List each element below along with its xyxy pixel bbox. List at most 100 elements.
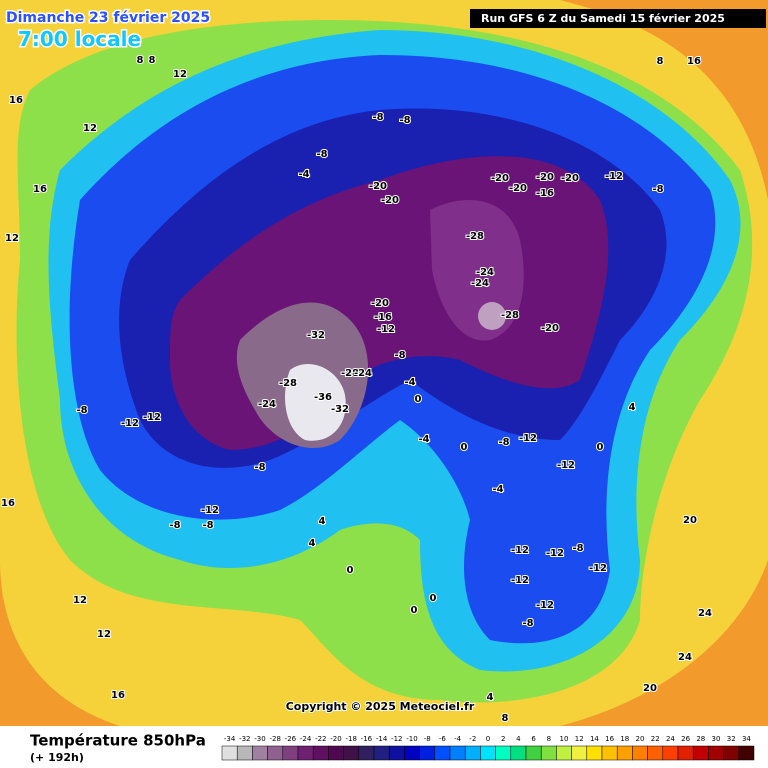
map-label: 8 bbox=[502, 713, 509, 724]
map-label: -4 bbox=[418, 434, 429, 445]
colorbar-swatch bbox=[540, 745, 557, 761]
colorbar-tick-label: -14 bbox=[376, 735, 388, 743]
colorbar-swatch bbox=[267, 745, 284, 761]
map-label: -8 bbox=[76, 405, 87, 416]
map-label: -28 bbox=[279, 378, 297, 389]
map-label: -28 bbox=[466, 231, 484, 242]
colorbar-swatch bbox=[373, 745, 390, 761]
colorbar-swatch bbox=[434, 745, 451, 761]
colorbar-tick-label: 34 bbox=[742, 735, 751, 743]
map-label: 12 bbox=[173, 69, 187, 80]
colorbar-tick-label: 24 bbox=[666, 735, 675, 743]
colorbar-swatch bbox=[601, 745, 618, 761]
colorbar-tick-label: 16 bbox=[605, 735, 614, 743]
colorbar-swatch bbox=[343, 745, 360, 761]
map-label: -8 bbox=[572, 543, 583, 554]
colorbar-tick-label: 30 bbox=[712, 735, 721, 743]
map-label: 16 bbox=[9, 95, 23, 106]
colorbar-tick-label: -34 bbox=[224, 735, 236, 743]
map-label: 16 bbox=[33, 184, 47, 195]
map-label: -12 bbox=[511, 545, 529, 556]
map-label: -8 bbox=[254, 462, 265, 473]
colorbar-tick-label: 12 bbox=[575, 735, 584, 743]
map-label: -16 bbox=[536, 188, 554, 199]
map-label: -8 bbox=[372, 112, 383, 123]
colorbar-tick-label: -4 bbox=[454, 735, 462, 743]
map-label: -8 bbox=[498, 437, 509, 448]
map-label: 16 bbox=[1, 498, 15, 509]
map-label: 12 bbox=[73, 595, 87, 606]
map-label: 8 bbox=[657, 56, 664, 67]
map-label: 24 bbox=[698, 608, 712, 619]
colorbar-swatch bbox=[647, 745, 664, 761]
map-label: 12 bbox=[5, 233, 19, 244]
map-label: 4 bbox=[319, 516, 326, 527]
map-label: -20 bbox=[561, 173, 579, 184]
colorbar-swatch bbox=[312, 745, 329, 761]
colorbar-tick-label: -8 bbox=[424, 735, 431, 743]
colorbar-swatch bbox=[358, 745, 375, 761]
map-label: -12 bbox=[557, 460, 575, 471]
map-label: 8 bbox=[137, 55, 144, 66]
map-label: 0 bbox=[411, 605, 418, 616]
colorbar-tick-label: -12 bbox=[391, 735, 402, 743]
colorbar-swatch bbox=[297, 745, 314, 761]
map-label: -20 bbox=[491, 173, 509, 184]
map-label: 12 bbox=[83, 123, 97, 134]
colorbar-tick-label: -20 bbox=[330, 735, 341, 743]
colorbar-tick-label: 26 bbox=[681, 735, 690, 743]
map-label: -12 bbox=[377, 324, 395, 335]
colorbar-swatch bbox=[692, 745, 709, 761]
colorbar-swatch bbox=[723, 745, 740, 761]
colorbar-tick-label: 10 bbox=[560, 735, 569, 743]
colorbar-tick-label: 22 bbox=[651, 735, 660, 743]
map-label: -4 bbox=[298, 169, 309, 180]
colorbar-swatch bbox=[252, 745, 268, 761]
colorbar-swatch bbox=[480, 745, 496, 761]
map-label: -20 bbox=[369, 181, 387, 192]
map-label: -28 bbox=[501, 310, 519, 321]
map-label: -4 bbox=[492, 484, 503, 495]
colorbar-tick-label: 4 bbox=[516, 735, 521, 743]
colorbar-swatch bbox=[632, 745, 648, 761]
map-label: -12 bbox=[201, 505, 219, 516]
map-label: 0 bbox=[415, 394, 422, 405]
colorbar-swatch bbox=[388, 745, 405, 761]
colorbar-swatch bbox=[556, 745, 572, 761]
colorbar-swatch bbox=[221, 745, 238, 761]
colorbar-tick-label: -22 bbox=[315, 735, 326, 743]
map-label: -8 bbox=[399, 115, 410, 126]
map-labels: -20-20-20-20-20 -20-16-12-8-8 -8-8-4-28-24… bbox=[0, 54, 713, 725]
map-label: -12 bbox=[143, 412, 161, 423]
map bbox=[0, 0, 768, 726]
map-label: -24 bbox=[471, 278, 489, 289]
colorbar-swatch bbox=[571, 745, 588, 761]
map-label: 0 bbox=[430, 593, 437, 604]
footer-subtitle: (+ 192h) bbox=[30, 751, 84, 764]
colorbar-tick-label: -6 bbox=[439, 735, 447, 743]
colorbar-swatch bbox=[282, 745, 299, 761]
map-label: -32 bbox=[331, 404, 349, 415]
map-label: -20 bbox=[541, 323, 559, 334]
colorbar-tick-label: -10 bbox=[406, 735, 417, 743]
map-label: -36 bbox=[314, 392, 332, 403]
colorbar-swatch bbox=[677, 745, 694, 761]
map-label: -4 bbox=[404, 377, 415, 388]
colorbar-swatch bbox=[662, 745, 679, 761]
map-label: -16 bbox=[374, 312, 392, 323]
colorbar-tick-label: 32 bbox=[727, 735, 736, 743]
run-info: Run GFS 6 Z du Samedi 15 février 2025 bbox=[481, 12, 725, 25]
map-label: -12 bbox=[546, 548, 564, 559]
colorbar-swatch bbox=[404, 745, 420, 761]
colorbar-swatch bbox=[525, 745, 542, 761]
colorbar-swatch bbox=[510, 745, 527, 761]
colorbar-tick-label: 18 bbox=[620, 735, 629, 743]
map-label: -12 bbox=[519, 433, 537, 444]
colorbar-tick-label: -2 bbox=[469, 735, 476, 743]
header-date: Dimanche 23 février 2025 bbox=[6, 10, 210, 26]
map-label: 24 bbox=[678, 652, 692, 663]
map-label: 0 bbox=[347, 565, 354, 576]
colorbar-tick-label: -30 bbox=[254, 735, 265, 743]
colorbar-tick-label: -16 bbox=[361, 735, 373, 743]
